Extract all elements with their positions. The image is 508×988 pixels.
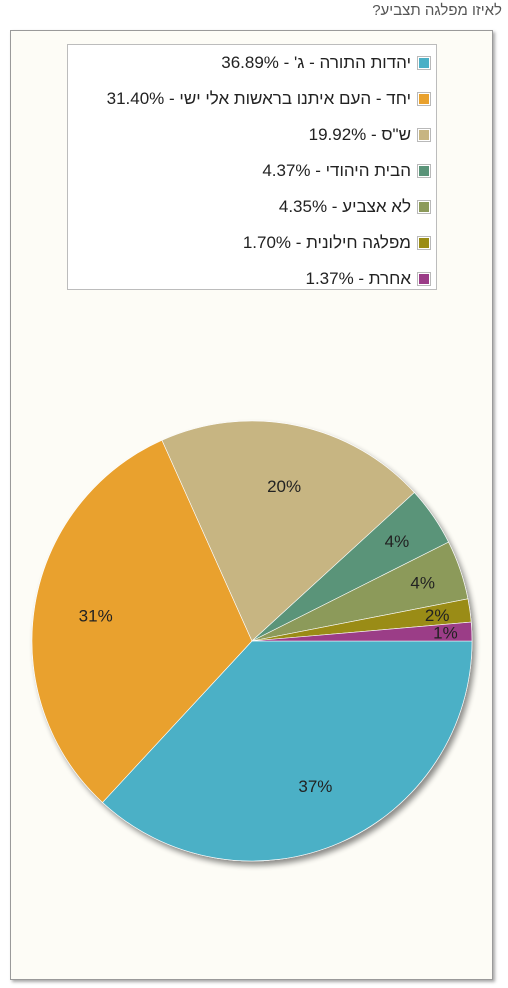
pie-chart: 37% 31% 20% 4% 4% 2%1% <box>31 420 473 862</box>
legend-item[interactable]: מפלגה חילונית - 1.70% <box>242 231 431 255</box>
legend-label: ש"ס - 19.92% <box>308 125 411 144</box>
legend-label: אחרת - 1.37% <box>305 269 412 288</box>
legend-item[interactable]: יהדות התורה - ג' - 36.89% <box>221 51 431 75</box>
pie-slice[interactable] <box>31 439 253 803</box>
legend-label: יהדות התורה - ג' - 36.89% <box>221 53 411 72</box>
pie-slice[interactable] <box>161 420 415 642</box>
pie-data-label: 4% <box>385 532 410 551</box>
legend-swatch <box>417 272 431 286</box>
legend-item[interactable]: ש"ס - 19.92% <box>308 123 431 147</box>
legend-label: הבית היהודי - 4.37% <box>262 161 411 180</box>
legend-item[interactable]: אחרת - 1.37% <box>306 267 431 291</box>
legend-label: לא אצביע - 4.35% <box>278 197 411 216</box>
legend-item[interactable]: לא אצביע - 4.35% <box>278 195 431 219</box>
pie-data-label: 1% <box>433 624 458 643</box>
legend-swatch <box>417 200 431 214</box>
pie-data-label: 4% <box>410 574 435 593</box>
legend-label: יחד - העם איתנו בראשות אלי ישי - 31.40% <box>106 89 411 108</box>
legend-swatch <box>417 164 431 178</box>
pie-data-label: 37% <box>298 777 332 796</box>
pie-slice[interactable] <box>251 621 473 642</box>
pie-data-label: 20% <box>267 477 301 496</box>
legend-swatch <box>417 236 431 250</box>
chart-frame: 37% 31% 20% 4% 4% 2% 1% יהדות התורה - ג' - 36.… <box>10 30 493 980</box>
pie-slice[interactable] <box>102 640 473 862</box>
pie-slices <box>31 420 473 862</box>
pie-data-label: 31% <box>79 606 113 625</box>
legend-item[interactable]: הבית היהודי - 4.37% <box>262 159 431 183</box>
chart-legend: יהדות התורה - ג' - 36.89% יחד - העם איתנו… <box>67 44 437 290</box>
legend-swatch <box>417 56 431 70</box>
legend-swatch <box>417 92 431 106</box>
question-title: לאיזו מפלגה תצביע? <box>372 2 502 19</box>
pie-data-label: 2% <box>425 606 450 625</box>
legend-label: מפלגה חילונית - 1.70% <box>242 233 411 252</box>
pie-data-labels: 37% 31% 20% 4% 4% 2%1% <box>79 477 458 796</box>
legend-item[interactable]: יחד - העם איתנו בראשות אלי ישי - 31.40% <box>106 87 431 111</box>
legend-swatch <box>417 128 431 142</box>
